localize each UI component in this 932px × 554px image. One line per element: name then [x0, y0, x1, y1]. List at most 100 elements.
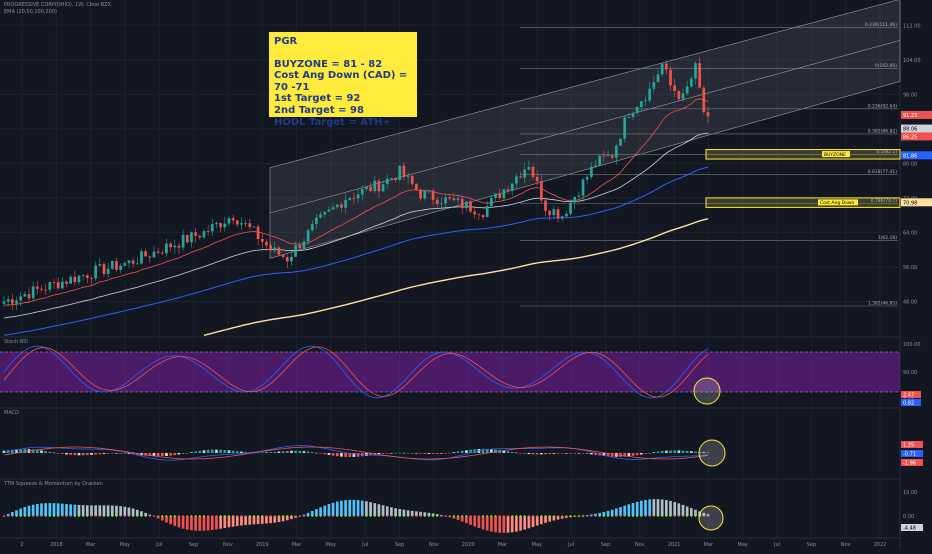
macd-histogram-bar	[631, 453, 635, 456]
squeeze-bar	[190, 516, 193, 531]
candle-body	[77, 275, 81, 283]
squeeze-bar	[240, 516, 243, 526]
candle-body	[419, 189, 422, 199]
macd-histogram-bar	[702, 452, 706, 453]
squeeze-dot	[294, 515, 297, 517]
squeeze-bar	[110, 505, 114, 516]
squeeze-bar	[48, 503, 52, 516]
squeeze-bar	[310, 511, 314, 516]
squeeze-dot	[328, 515, 330, 517]
squeeze-dot	[565, 515, 568, 517]
squeeze-dot	[278, 515, 280, 517]
squeeze-bar	[681, 504, 685, 516]
macd-histogram-bar	[110, 453, 114, 454]
squeeze-bar	[606, 510, 610, 516]
squeeze-dot	[178, 515, 180, 517]
candle-body	[627, 116, 631, 118]
squeeze-bar	[702, 512, 706, 516]
price-badge-label: 86.25	[903, 134, 917, 140]
fib-level-label: 0.618(77.41)	[868, 169, 898, 175]
squeeze-dot	[257, 515, 260, 517]
macd-value-bg	[901, 441, 923, 448]
candle-body	[448, 197, 452, 199]
squeeze-bar	[660, 499, 664, 516]
candle-body	[185, 234, 189, 243]
macd-histogram-bar	[106, 453, 110, 454]
stoch-highlight-circle	[693, 377, 721, 405]
candle-body	[73, 276, 77, 283]
squeeze-dot	[315, 515, 318, 517]
candle-body	[602, 155, 606, 157]
candle-body	[190, 232, 193, 243]
squeeze-dot	[427, 515, 430, 517]
candle-body	[677, 91, 681, 100]
squeeze-bar	[77, 504, 81, 516]
squeeze-dot	[319, 515, 322, 517]
squeeze-dot	[132, 515, 135, 517]
price-zone	[705, 197, 901, 208]
squeeze-bar	[102, 505, 106, 516]
squeeze-dot	[286, 515, 289, 517]
price-badge-bg	[901, 110, 932, 119]
macd-histogram-bar	[590, 453, 593, 455]
squeeze-bar	[415, 511, 418, 516]
squeeze-bar	[498, 516, 502, 533]
macd-histogram-bar	[548, 453, 552, 455]
candle-body	[319, 214, 322, 218]
x-tick-label: Mar	[292, 542, 302, 548]
candle-body	[227, 218, 231, 224]
squeeze-bar	[385, 506, 389, 516]
squeeze-dot	[390, 515, 393, 517]
squeeze-bar	[427, 512, 431, 516]
macd-histogram-bar	[377, 453, 381, 455]
squeeze-bar	[640, 500, 643, 516]
squeeze-bar	[510, 516, 514, 533]
price-zone	[705, 149, 901, 160]
squeeze-dot	[128, 515, 130, 517]
candle-body	[423, 190, 427, 199]
macd-histogram-bar	[602, 453, 606, 456]
squeeze-bar	[227, 516, 231, 528]
squeeze-bar	[435, 514, 439, 516]
candle-body	[244, 223, 247, 224]
candle-body	[369, 186, 372, 192]
squeeze-bar	[73, 504, 77, 516]
squeeze-bar	[685, 506, 689, 516]
squeeze-dot	[107, 515, 110, 517]
squeeze-bar	[631, 503, 635, 516]
squeeze-bar	[502, 516, 506, 533]
squeeze-dot	[194, 515, 197, 517]
squeeze-bar	[623, 505, 627, 516]
squeeze-bar	[360, 500, 364, 516]
candle-body	[52, 282, 56, 283]
squeeze-bar	[285, 516, 289, 521]
macd-value-label: -1.96	[903, 461, 916, 467]
macd-histogram-bar	[65, 453, 68, 455]
squeeze-dot	[323, 515, 326, 517]
macd-histogram-bar	[394, 452, 397, 454]
candle-body	[431, 190, 435, 200]
squeeze-dot	[623, 515, 626, 517]
squeeze-dot	[344, 515, 347, 517]
macd-histogram-bar	[265, 452, 268, 453]
squeeze-dot	[707, 515, 709, 517]
macd-signal-line	[3, 446, 709, 460]
macd-histogram-bar	[456, 451, 460, 453]
macd-histogram-bar	[10, 449, 14, 453]
price-badge-label: 81.86	[903, 153, 917, 159]
macd-histogram-bar	[260, 452, 264, 454]
macd-histogram-bar	[290, 450, 293, 453]
macd-histogram-bar	[560, 453, 564, 454]
squeeze-dot	[573, 515, 576, 517]
fib-level-label: 1(62.18)	[878, 235, 898, 241]
candle-body	[473, 211, 477, 215]
macd-histogram-bar	[310, 452, 314, 453]
macd-value-bg	[901, 450, 923, 457]
squeeze-dot	[53, 515, 55, 517]
candle-body	[65, 281, 68, 284]
squeeze-bar	[260, 516, 264, 524]
squeeze-bar	[219, 516, 222, 529]
squeeze-bar	[523, 516, 527, 530]
